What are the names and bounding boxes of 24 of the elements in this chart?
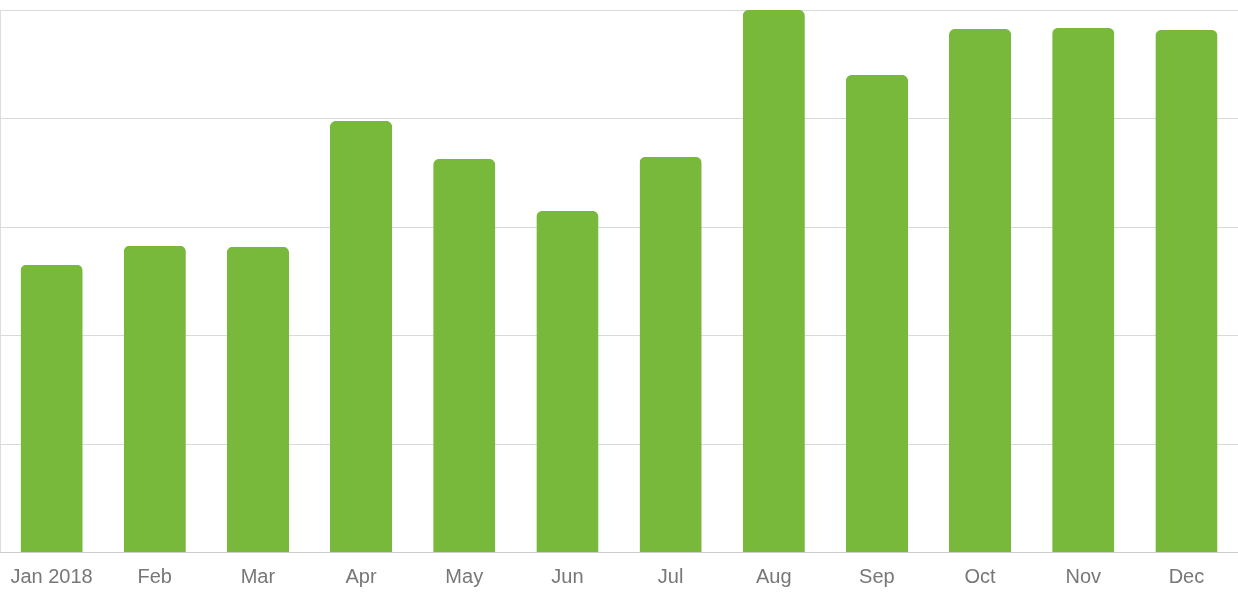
x-tick-label: May: [445, 564, 484, 587]
bar: [433, 159, 496, 552]
x-tick-label: Jun: [551, 564, 584, 587]
bar: [20, 264, 83, 552]
bar: [226, 246, 290, 552]
x-tick-label: Feb: [137, 564, 172, 587]
x-tick-label: Nov: [1065, 564, 1102, 587]
x-tick-label: Jan 2018: [10, 564, 93, 587]
x-tick-label: Sep: [859, 564, 895, 587]
x-tick-label: Jul: [657, 564, 684, 587]
x-tick-label: Apr: [345, 564, 377, 587]
bar: [1155, 30, 1218, 552]
bar: [123, 245, 186, 552]
x-tick-label: Aug: [755, 564, 792, 587]
bar: [948, 28, 1012, 552]
bar: [845, 75, 909, 552]
bar: [329, 121, 393, 552]
bar: [1052, 27, 1115, 552]
x-tick-label: Dec: [1168, 564, 1205, 587]
bar: [742, 10, 805, 552]
bar: [536, 211, 599, 552]
x-tick-label: Oct: [964, 564, 997, 587]
x-tick-label: Mar: [240, 564, 276, 587]
bar: [639, 156, 702, 552]
